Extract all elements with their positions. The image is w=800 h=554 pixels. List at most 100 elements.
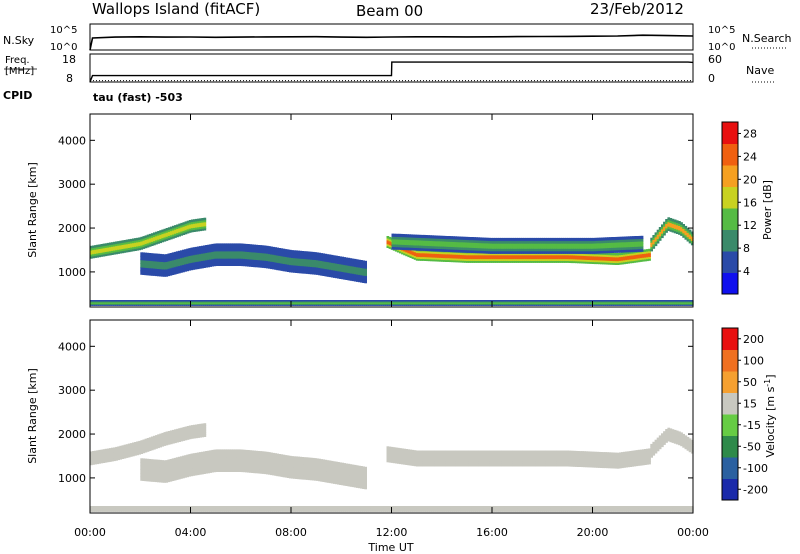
power-cell xyxy=(309,262,313,267)
power-cell xyxy=(577,250,581,254)
power-cell xyxy=(510,245,514,249)
power-cell xyxy=(464,304,468,306)
power-cell xyxy=(573,304,577,306)
power-cell xyxy=(335,273,338,279)
velocity-cell xyxy=(184,462,187,467)
power-cell xyxy=(424,256,427,260)
power-cell xyxy=(98,300,102,303)
power-cell xyxy=(538,248,541,252)
power-cell xyxy=(211,258,215,263)
power-cell xyxy=(268,303,271,305)
power-cell xyxy=(238,300,242,303)
power-cell xyxy=(617,241,621,246)
power-cell xyxy=(445,248,449,252)
power-cell xyxy=(577,240,581,244)
velocity-cell xyxy=(234,456,238,461)
power-cell xyxy=(626,249,629,253)
power-cell xyxy=(678,225,681,229)
power-cell xyxy=(395,238,399,243)
power-cell xyxy=(630,303,633,305)
power-cell xyxy=(640,235,644,239)
power-cell xyxy=(634,300,638,302)
power-cell xyxy=(629,258,633,262)
velocity-cell xyxy=(176,437,179,441)
colorbar-swatch xyxy=(722,208,738,230)
power-cell xyxy=(134,246,137,249)
power-cell xyxy=(644,255,647,258)
power-cell xyxy=(688,302,692,305)
power-cell xyxy=(253,248,256,253)
power-cell xyxy=(690,304,694,306)
power-cell xyxy=(478,258,482,261)
power-cell xyxy=(540,304,543,306)
power-cell xyxy=(203,249,206,254)
power-cell xyxy=(536,248,539,252)
power-cell xyxy=(549,258,553,261)
power-cell xyxy=(347,261,351,266)
velocity-cell xyxy=(176,439,179,443)
power-cell xyxy=(224,300,227,302)
power-cell xyxy=(418,245,422,249)
power-cell xyxy=(571,302,575,305)
power-cell xyxy=(213,300,217,302)
velocity-cell xyxy=(142,462,145,467)
power-cell xyxy=(102,304,106,306)
power-cell xyxy=(378,304,382,306)
power-cell xyxy=(621,304,625,306)
power-cell xyxy=(219,303,223,305)
power-cell xyxy=(284,252,288,257)
power-cell xyxy=(167,300,171,303)
power-cell xyxy=(335,300,338,302)
power-cell xyxy=(203,260,206,265)
power-cell xyxy=(320,264,323,269)
power-cell xyxy=(498,302,501,305)
power-cell xyxy=(633,252,637,256)
power-cell xyxy=(496,240,499,244)
velocity-cell xyxy=(178,437,181,440)
power-cell xyxy=(129,245,133,248)
power-cell xyxy=(326,303,330,305)
power-cell xyxy=(364,279,367,284)
velocity-cell xyxy=(148,459,152,464)
power-cell xyxy=(194,304,198,306)
power-cell xyxy=(255,259,259,264)
power-cell xyxy=(242,247,246,252)
power-cell xyxy=(564,254,568,258)
power-cell xyxy=(255,255,259,260)
power-cell xyxy=(484,260,488,263)
power-cell xyxy=(278,266,282,271)
velocity-cell xyxy=(171,476,175,481)
power-cell xyxy=(590,300,594,302)
power-cell xyxy=(686,234,690,238)
velocity-cell xyxy=(238,460,242,465)
power-cell xyxy=(418,237,422,241)
power-cell xyxy=(326,265,330,270)
power-cell xyxy=(425,237,428,241)
power-cell xyxy=(219,258,223,263)
power-cell xyxy=(153,242,156,246)
power-cell xyxy=(173,251,177,257)
power-cell xyxy=(611,302,614,305)
power-cell xyxy=(416,237,420,241)
power-cell xyxy=(278,301,282,304)
power-cell xyxy=(161,268,164,273)
power-cell xyxy=(404,239,407,243)
power-cell xyxy=(297,268,300,274)
noise-right-tick-top: 10^5 xyxy=(708,25,735,36)
power-cell xyxy=(603,304,606,306)
power-cell xyxy=(441,300,445,302)
power-cell xyxy=(173,259,177,264)
power-cell xyxy=(496,304,499,306)
velocity-cell xyxy=(203,462,206,467)
power-cell xyxy=(113,250,116,253)
power-cell xyxy=(552,248,556,252)
power-cell xyxy=(432,251,436,254)
power-cell xyxy=(551,258,555,261)
power-cell xyxy=(469,244,472,248)
power-cell xyxy=(94,247,97,250)
power-cell xyxy=(318,256,321,261)
power-cell xyxy=(182,228,186,231)
power-cell xyxy=(391,304,395,306)
power-cell xyxy=(343,304,346,306)
power-cell xyxy=(190,303,194,305)
